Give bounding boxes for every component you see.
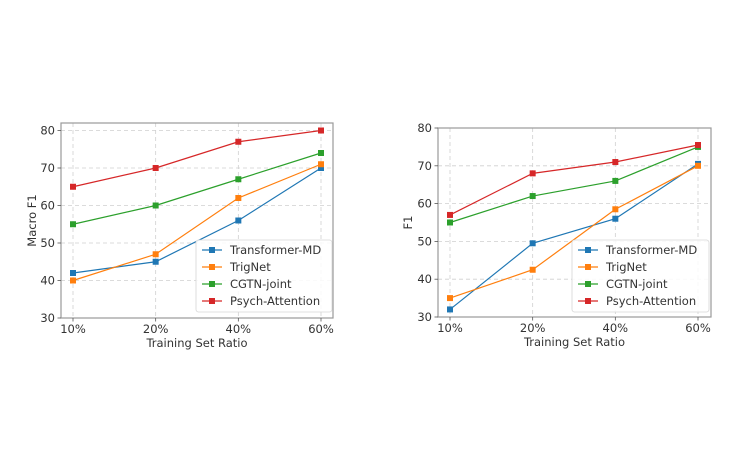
- y-tick-label: 70: [40, 161, 55, 175]
- series-line-trignet: [72, 163, 322, 282]
- series-line-cgtn-joint: [72, 152, 322, 225]
- series-line-trignet: [449, 165, 699, 299]
- data-point: [70, 221, 76, 228]
- x-tick-label: 40%: [226, 322, 252, 336]
- legend: Transformer-MD TrigNet CGTN-joint Psych-Att…: [571, 239, 710, 313]
- data-point: [529, 266, 536, 273]
- series-line-psych-attention: [72, 129, 322, 188]
- y-tick-label: 80: [417, 121, 432, 135]
- data-point: [152, 202, 159, 209]
- series-line-psych-attention: [449, 144, 699, 216]
- x-tick-label: 10%: [60, 322, 86, 336]
- legend-label: Transformer-MD: [605, 243, 697, 257]
- data-point: [447, 295, 453, 302]
- x-tick-label: 60%: [685, 321, 711, 335]
- data-point: [70, 277, 76, 284]
- y-tick-label: 40: [40, 274, 55, 288]
- x-tick-label: 20%: [520, 321, 546, 335]
- y-tick-label: 60: [417, 197, 432, 211]
- y-tick-label: 50: [40, 236, 55, 250]
- plot-frame: [437, 127, 712, 318]
- data-point: [318, 161, 324, 168]
- data-point: [529, 193, 536, 200]
- y-tick-label: 30: [40, 311, 55, 325]
- data-point: [447, 219, 453, 226]
- data-point: [152, 258, 159, 265]
- legend-swatch-marker: [209, 281, 215, 287]
- y-tick-label: 30: [417, 310, 432, 324]
- data-point: [447, 306, 453, 313]
- legend-swatch-marker: [209, 264, 215, 270]
- x-tick-label: 10%: [437, 321, 463, 335]
- data-point: [612, 159, 619, 166]
- y-tick-label: 60: [40, 199, 55, 213]
- data-point: [70, 270, 76, 276]
- y-tick-label: 70: [417, 159, 432, 173]
- legend-label: CGTN-joint: [230, 277, 292, 291]
- legend-label: TrigNet: [605, 260, 647, 274]
- legend-label: Psych-Attention: [606, 294, 696, 308]
- data-point: [235, 138, 242, 145]
- data-point: [695, 162, 701, 169]
- data-point: [529, 240, 536, 247]
- series-line-transformer-md: [449, 163, 699, 310]
- y-tick-label: 80: [40, 124, 55, 138]
- data-point: [318, 165, 324, 171]
- data-point: [612, 177, 619, 184]
- legend: Transformer-MD TrigNet CGTN-joint Psych-Att…: [195, 239, 333, 313]
- data-point: [235, 195, 242, 201]
- data-point: [152, 165, 159, 171]
- legend-swatch-marker: [585, 264, 591, 270]
- x-tick-label: 20%: [143, 322, 169, 336]
- data-point: [612, 215, 619, 222]
- data-point: [318, 150, 324, 156]
- y-axis-label: F1: [401, 216, 415, 230]
- data-point: [152, 251, 159, 258]
- data-point: [235, 176, 242, 183]
- legend-label: Transformer-MD: [229, 243, 321, 257]
- x-axis-label: Training Set Ratio: [145, 336, 247, 350]
- legend-swatch-marker: [585, 298, 591, 304]
- data-point: [318, 127, 324, 134]
- plot-frame: [60, 122, 334, 319]
- data-point: [70, 183, 76, 190]
- x-axis-label: Training Set Ratio: [523, 335, 625, 349]
- legend-swatch-marker: [585, 247, 591, 253]
- data-point: [612, 206, 619, 213]
- x-tick-label: 60%: [308, 322, 334, 336]
- legend-box: [571, 239, 710, 313]
- legend-swatch-marker: [209, 298, 215, 304]
- y-axis-label: Macro F1: [25, 194, 39, 246]
- data-point: [529, 170, 536, 177]
- legend-swatch-marker: [585, 281, 591, 287]
- x-tick-label: 40%: [603, 321, 629, 335]
- series-line-cgtn-joint: [449, 146, 699, 224]
- legend-label: TrigNet: [229, 260, 271, 274]
- data-point: [235, 217, 242, 224]
- legend-label: CGTN-joint: [606, 277, 668, 291]
- chart-f1: 30 40 50 60 70 80 10% 20% 40% 60% Training Set Rat…: [401, 121, 712, 349]
- chart-macro-f1: 30 40 50 60 70 80 10% 20% 40% 60% Training Set Rat…: [25, 122, 334, 350]
- data-point: [695, 142, 701, 149]
- legend-swatch-marker: [209, 247, 215, 253]
- y-tick-label: 50: [417, 234, 432, 248]
- legend-label: Psych-Attention: [230, 294, 320, 308]
- y-tick-label: 40: [417, 272, 432, 286]
- data-point: [447, 211, 453, 218]
- legend-box: [195, 239, 333, 313]
